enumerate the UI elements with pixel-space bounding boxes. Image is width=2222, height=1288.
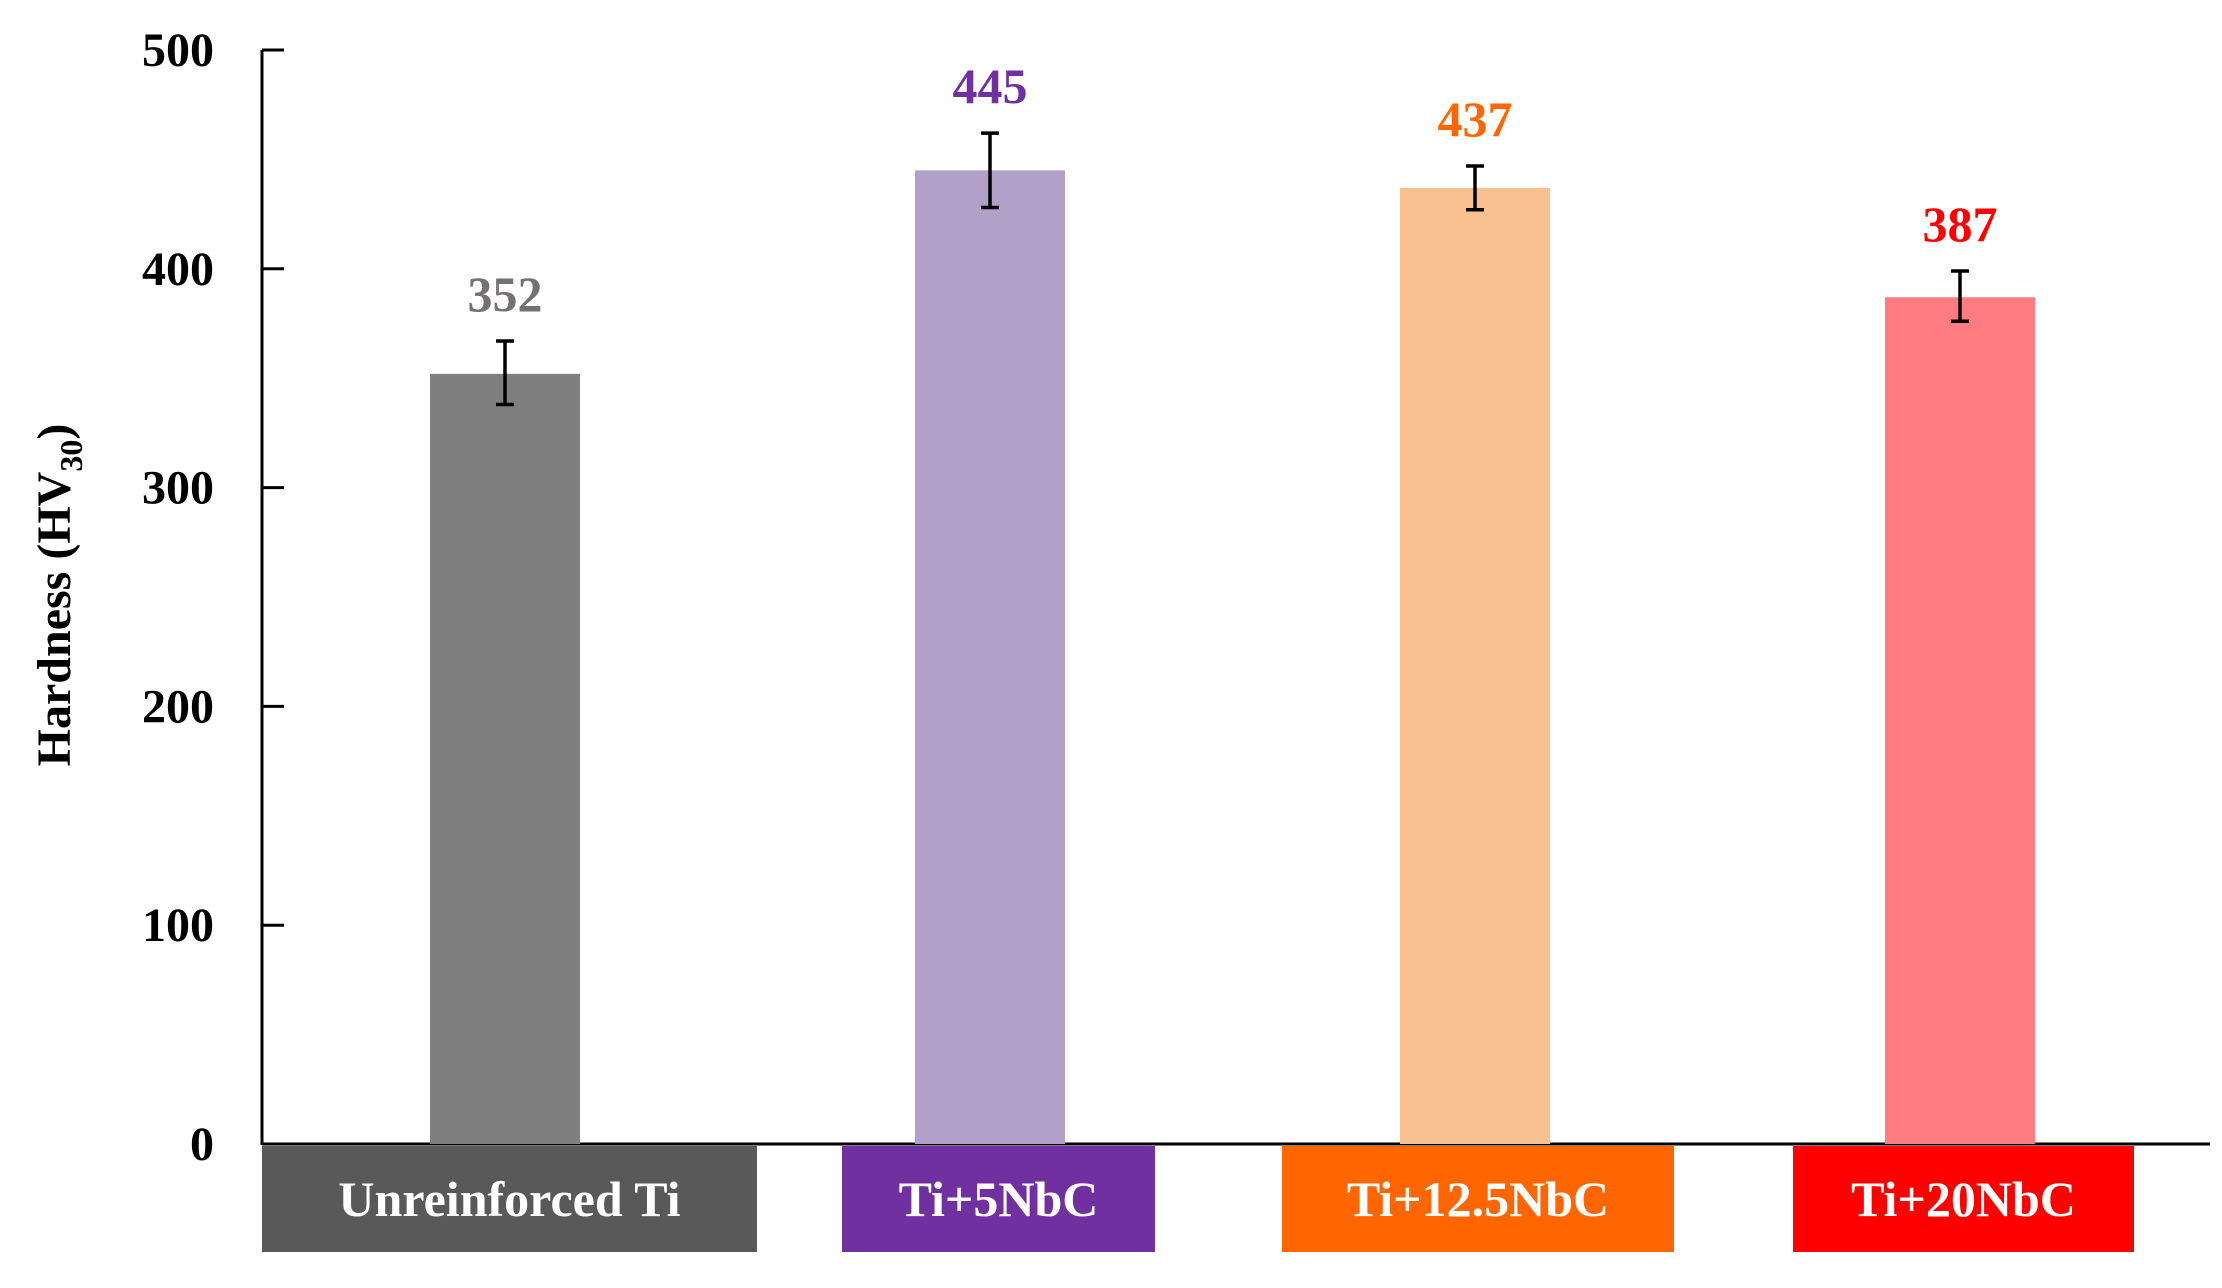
y-tick-label: 0 [190,1118,214,1171]
y-axis-title: Hardness (HV30) [28,424,89,767]
category-label-box [1793,1146,2134,1252]
data-label: 445 [953,58,1028,114]
y-tick-label: 300 [142,462,214,515]
y-tick-label: 400 [142,243,214,296]
category-label-box [1282,1146,1674,1252]
y-tick-label: 100 [142,899,214,952]
data-label: 437 [1438,91,1513,147]
y-tick-label: 200 [142,680,214,733]
bar [915,170,1065,1145]
y-axis-title-subscript: 30 [53,440,89,472]
y-axis: 0 100 200 300 400 500 [142,24,2210,1171]
category-axis: Unreinforced Ti Ti+5NbC Ti+12.5NbC Ti+20NbC [262,1146,2134,1252]
data-label: 352 [468,266,543,322]
x-tick-label: Unreinforced Ti [338,1171,680,1227]
y-tick-label: 500 [142,24,214,77]
y-axis-title-suffix: ) [28,424,81,440]
x-tick-label: Ti+12.5NbC [1347,1171,1609,1227]
x-tick-label: Ti+5NbC [899,1171,1099,1227]
bars [430,170,2035,1145]
y-axis-title-main: Hardness (HV [28,471,81,766]
bar [430,373,580,1145]
data-labels: 352 445 437 387 [468,58,1998,322]
category-label-box [262,1146,757,1252]
error-bars [496,131,1969,407]
bar [1885,297,2035,1144]
category-label-box [842,1146,1155,1252]
x-tick-label: Ti+20NbC [1851,1171,2076,1227]
bar [1400,187,1550,1144]
data-label: 387 [1923,196,1998,252]
